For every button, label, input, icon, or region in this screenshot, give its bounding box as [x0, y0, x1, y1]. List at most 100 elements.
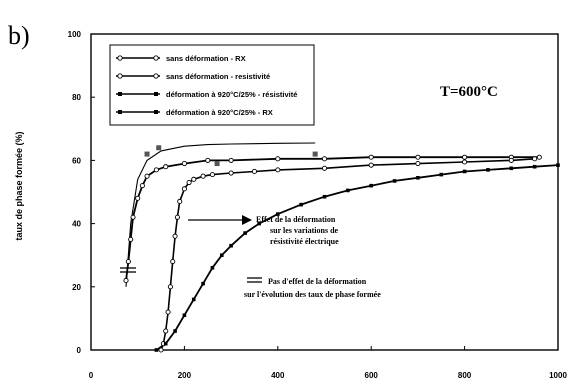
series-0-point-0 [123, 277, 129, 284]
series-1-point-13 [209, 172, 215, 178]
series-2-point-4 [191, 297, 196, 302]
series-0-point-10 [205, 157, 211, 163]
annotation-effect-arrowhead [242, 215, 252, 225]
series-0-point-2 [128, 236, 134, 242]
series-2-point-5 [201, 281, 205, 286]
series-1-point-10 [186, 179, 192, 186]
series-2-point-22 [532, 164, 537, 169]
series-0-point-8 [163, 164, 169, 170]
legend-marker-1-1 [153, 73, 159, 79]
series-0-point-16 [462, 154, 468, 160]
series-3-point-2 [214, 161, 220, 167]
annotation-effect-line-2: sur les variations de [270, 226, 339, 235]
series-2-point-8 [229, 243, 233, 248]
series-1-point-19 [415, 161, 421, 167]
series-0-point-1 [125, 258, 131, 265]
equivalence-mark [120, 267, 136, 273]
series-1-point-2 [163, 328, 169, 334]
series-0-point-15 [415, 154, 421, 160]
series-1-point-17 [321, 165, 328, 171]
legend-label-0: sans déformation - RX [166, 54, 246, 63]
series-markers [123, 145, 560, 353]
series-1-point-15 [251, 168, 257, 175]
series-line-1 [160, 158, 535, 351]
annotation-no-effect: Pas d'effet de la déformation sur l'évol… [244, 277, 381, 299]
series-1-point-16 [275, 167, 281, 173]
legend-marker-3-0 [118, 110, 122, 114]
series-line-2 [155, 164, 559, 351]
x-tick-label-4: 800 [458, 371, 472, 380]
series-2-point-12 [299, 202, 303, 207]
y-tick-label-4: 80 [72, 93, 81, 102]
series-1-point-4 [167, 284, 173, 290]
series-1-point-6 [172, 233, 178, 239]
x-tick-label-2: 400 [271, 371, 285, 380]
series-curves [125, 142, 559, 351]
extra-curve [125, 142, 316, 287]
series-2-point-6 [210, 266, 215, 270]
series-2-point-1 [163, 341, 168, 346]
panel-label: b) [8, 21, 30, 50]
y-tick-label-5: 100 [68, 30, 82, 39]
annotation-no-effect-line-2: sur l'évolution des taux de phase formée [244, 290, 381, 299]
series-1-point-7 [174, 214, 180, 220]
series-1-point-12 [200, 173, 206, 179]
series-1-point-21 [508, 157, 514, 163]
axis-ticks: 0 200 400 600 800 1000 0 20 40 60 80 100 [68, 30, 568, 380]
series-1-point-20 [462, 159, 468, 165]
series-3-point-0 [144, 151, 150, 157]
x-tick-label-1: 200 [178, 371, 192, 380]
series-1-point-14 [228, 170, 234, 176]
series-2-point-17 [416, 175, 420, 180]
series-0-point-9 [181, 161, 187, 167]
series-0-point-18 [536, 154, 542, 160]
legend-marker-3-1 [154, 110, 158, 114]
legend-marker-1-0 [117, 73, 123, 79]
plot-frame [90, 33, 559, 351]
series-2-point-16 [392, 179, 397, 183]
legend-label-1: sans déformation - resistivité [166, 72, 270, 81]
series-2-point-23 [556, 163, 560, 167]
series-2-point-21 [509, 166, 514, 171]
x-tick-label-5: 1000 [549, 371, 567, 380]
y-tick-label-2: 40 [72, 220, 81, 229]
series-0-point-4 [135, 195, 141, 201]
series-2-point-11 [276, 212, 280, 216]
series-2-point-10 [257, 221, 261, 226]
series-2-point-20 [486, 168, 490, 172]
annotation-no-effect-line-1: Pas d'effet de la déformation [268, 277, 367, 286]
series-1-point-11 [191, 176, 197, 182]
series-0-point-12 [275, 156, 281, 162]
legend-marker-0-1 [153, 55, 159, 61]
x-tick-label-3: 600 [365, 371, 379, 380]
series-1-point-8 [177, 198, 183, 205]
series-0-point-5 [139, 183, 145, 189]
annotation-effect: Effet de la déformation sur les variatio… [188, 215, 339, 246]
series-0-point-13 [321, 156, 328, 162]
legend-marker-2-1 [154, 92, 158, 96]
legend-items: sans déformation - RX sans déformation - … [116, 54, 297, 117]
legend-label-2: déformation à 920°C/25% - résistivité [166, 90, 297, 99]
x-tick-label-0: 0 [89, 371, 94, 380]
series-1-point-3 [165, 309, 171, 315]
y-axis-label: taux de phase formée (%) [14, 131, 24, 240]
series-0-point-7 [153, 167, 159, 173]
series-1-point-5 [170, 258, 176, 265]
series-1-point-22 [532, 156, 538, 162]
series-0-point-14 [368, 154, 374, 160]
series-0-point-6 [144, 173, 150, 179]
series-1-point-9 [181, 186, 187, 192]
series-1-point-0 [158, 347, 164, 353]
legend-marker-2-0 [118, 92, 122, 96]
series-2-point-15 [369, 183, 373, 188]
y-tick-label-3: 60 [72, 156, 81, 165]
series-2-point-19 [462, 169, 467, 174]
series-2-point-0 [154, 348, 159, 352]
series-2-point-7 [219, 253, 224, 257]
series-0-point-3 [130, 214, 136, 220]
series-2-point-13 [322, 194, 327, 199]
temperature-label: T=600°C [440, 84, 498, 100]
y-tick-label-0: 0 [77, 346, 82, 355]
series-0-point-11 [228, 157, 234, 163]
legend: sans déformation - RX sans déformation - … [109, 44, 315, 126]
